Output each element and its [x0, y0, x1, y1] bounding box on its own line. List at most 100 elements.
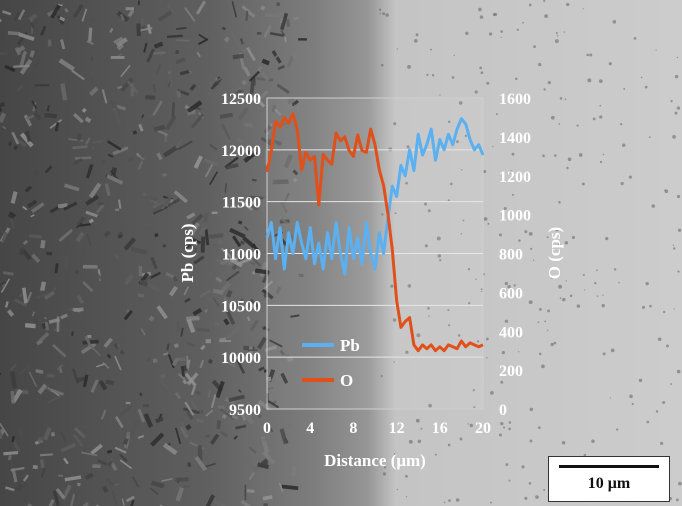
texture-flake [210, 394, 217, 409]
texture-flake [148, 114, 152, 119]
texture-dot [542, 154, 545, 158]
texture-flake [88, 218, 94, 224]
texture-dot [558, 200, 561, 204]
texture-flake [231, 425, 236, 430]
texture-flake [24, 323, 36, 329]
texture-flake [250, 204, 259, 211]
texture-dot [543, 0, 546, 2]
texture-flake [244, 484, 247, 500]
texture-flake [26, 114, 35, 121]
texture-flake [114, 446, 127, 454]
texture-flake [165, 115, 177, 131]
texture-flake [165, 195, 173, 205]
texture-dot [651, 204, 656, 208]
texture-flake [32, 465, 38, 470]
texture-flake [263, 369, 268, 373]
texture-dot [677, 228, 682, 232]
texture-flake [245, 149, 256, 156]
texture-flake [186, 341, 196, 348]
texture-flake [264, 147, 267, 165]
texture-flake [116, 85, 123, 90]
texture-flake [118, 199, 122, 209]
texture-dot [645, 281, 649, 286]
texture-flake [225, 163, 239, 170]
texture-flake [271, 178, 276, 184]
texture-flake [193, 155, 203, 169]
texture-flake [111, 167, 118, 176]
texture-dot [628, 175, 632, 179]
texture-flake [176, 39, 190, 42]
texture-flake [186, 100, 203, 113]
series-line-pb [265, 117, 485, 276]
texture-flake [127, 156, 135, 163]
texture-flake [186, 355, 189, 369]
texture-flake [55, 487, 66, 499]
texture-flake [245, 10, 249, 21]
texture-flake [285, 19, 291, 27]
texture-dot [546, 329, 549, 331]
texture-flake [166, 3, 175, 14]
texture-flake [28, 234, 42, 239]
texture-dot [657, 337, 662, 342]
texture-flake [221, 413, 227, 420]
texture-dot [380, 63, 384, 67]
texture-dot [467, 423, 469, 425]
texture-flake [221, 123, 231, 140]
texture-dot [670, 383, 672, 385]
texture-dot [587, 78, 592, 83]
texture-dot [592, 117, 596, 121]
texture-flake [187, 462, 192, 467]
y-right-tick-label: 1200 [499, 169, 531, 186]
texture-flake [58, 474, 64, 477]
x-tick-label: 4 [306, 420, 314, 437]
texture-flake [9, 363, 18, 372]
texture-flake [252, 257, 262, 267]
texture-dot [495, 113, 498, 116]
texture-flake [46, 251, 53, 256]
texture-flake [226, 270, 240, 282]
texture-flake [205, 409, 214, 417]
texture-dot [480, 71, 484, 75]
texture-flake [155, 416, 164, 424]
texture-flake [260, 196, 268, 212]
texture-flake [0, 112, 7, 123]
texture-dot [504, 319, 509, 323]
texture-flake [41, 322, 47, 330]
texture-dot [608, 62, 612, 66]
texture-flake [60, 313, 68, 320]
texture-flake [251, 178, 257, 182]
texture-dot [514, 77, 518, 80]
texture-flake [60, 431, 67, 443]
texture-dot [478, 7, 482, 12]
texture-dot [535, 495, 539, 499]
texture-flake [106, 449, 113, 454]
texture-dot [562, 297, 566, 302]
texture-flake [102, 485, 109, 493]
texture-flake [258, 366, 265, 372]
texture-flake [50, 180, 58, 185]
texture-dot [460, 232, 463, 235]
texture-dot [547, 80, 551, 85]
texture-flake [103, 230, 111, 238]
texture-dot [467, 268, 471, 271]
texture-dot [451, 76, 455, 79]
texture-flake [59, 16, 66, 22]
texture-dot [465, 31, 469, 35]
texture-flake [256, 32, 262, 35]
texture-dot [489, 501, 492, 504]
texture-flake [52, 490, 60, 506]
texture-flake [0, 278, 11, 293]
texture-flake [183, 286, 190, 296]
texture-flake [175, 57, 186, 65]
texture-flake [186, 372, 199, 386]
texture-flake [219, 430, 228, 438]
texture-flake [207, 358, 214, 365]
texture-flake [280, 12, 289, 31]
texture-dot [443, 501, 446, 504]
texture-flake [0, 248, 7, 254]
texture-flake [77, 482, 81, 487]
texture-flake [63, 201, 78, 211]
texture-flake [33, 170, 39, 176]
texture-dot [407, 284, 412, 288]
texture-flake [204, 229, 210, 246]
